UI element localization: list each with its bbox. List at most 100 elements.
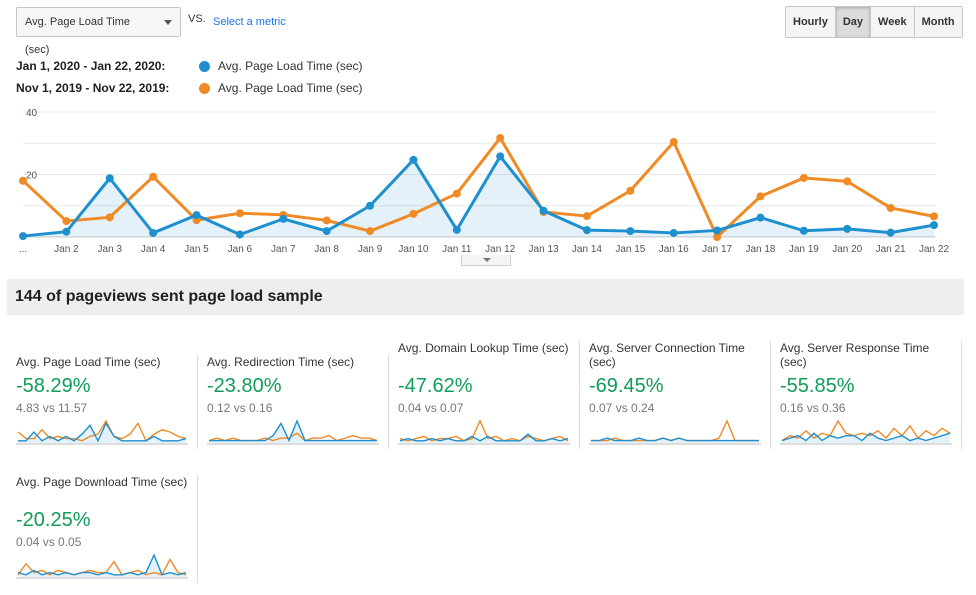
- x-tick-label: Jan 3: [98, 244, 123, 255]
- sparkline-orange: [17, 557, 187, 576]
- tile-sparkline: [589, 419, 761, 445]
- x-tick-label: Jan 22: [919, 244, 949, 255]
- data-point[interactable]: [149, 228, 158, 237]
- data-point[interactable]: [930, 221, 938, 230]
- x-tick-label: Jan 14: [572, 244, 602, 255]
- data-point[interactable]: [322, 227, 331, 236]
- month-button[interactable]: Month: [913, 7, 962, 37]
- hourly-button[interactable]: Hourly: [786, 7, 835, 37]
- data-point[interactable]: [19, 176, 27, 185]
- chevron-down-icon: [164, 20, 172, 25]
- data-point[interactable]: [192, 211, 201, 220]
- vs-label: VS.: [188, 13, 206, 25]
- tile-sparkline: [207, 419, 379, 445]
- data-point[interactable]: [799, 226, 808, 235]
- sparkline-area: [591, 438, 759, 443]
- series-line: [22, 154, 935, 238]
- chart-expander-handle[interactable]: [461, 255, 511, 266]
- data-point[interactable]: [366, 227, 375, 236]
- metric-tile[interactable]: Avg. Server Response Time (sec) -55.85% 0.…: [772, 341, 962, 449]
- data-point[interactable]: [756, 192, 765, 201]
- sparkline-area: [782, 433, 950, 443]
- tile-title: Avg. Redirection Time (sec): [207, 355, 355, 369]
- metric-tile[interactable]: Avg. Server Connection Time (sec) -69.45%…: [581, 341, 771, 449]
- sparkline-orange: [208, 432, 378, 442]
- data-point[interactable]: [496, 133, 505, 142]
- legend-entry-previous: Nov 1, 2019 - Nov 22, 2019: Avg. Page Lo…: [16, 77, 363, 99]
- data-point[interactable]: [713, 226, 722, 235]
- sparkline-orange: [17, 419, 187, 442]
- data-point[interactable]: [235, 230, 244, 239]
- data-point[interactable]: [626, 186, 635, 195]
- x-tick-label: Jan 19: [789, 244, 819, 255]
- tile-percent-change: -20.25%: [16, 509, 91, 531]
- tile-compare-values: 0.16 vs 0.36: [780, 401, 846, 415]
- sparkline-blue: [17, 553, 187, 576]
- main-line-chart: 40 20... Jan 2 Jan 3 Jan 4 Jan 5 Jan 6 Jan 7 Jan…: [19, 108, 950, 255]
- y-tick-label: 20: [26, 171, 38, 182]
- x-tick-label: Jan 9: [358, 244, 383, 255]
- day-button[interactable]: Day: [834, 7, 871, 37]
- primary-metric-dropdown[interactable]: Avg. Page Load Time (sec): [16, 7, 181, 56]
- data-point[interactable]: [62, 217, 71, 226]
- legend-metric-name: Avg. Page Load Time (sec): [218, 81, 363, 95]
- data-point[interactable]: [452, 189, 461, 198]
- tile-compare-values: 4.83 vs 11.57: [16, 401, 88, 415]
- data-point[interactable]: [669, 138, 678, 146]
- data-point[interactable]: [322, 216, 331, 225]
- metric-tile[interactable]: Avg. Domain Lookup Time (sec) -47.62% 0.04…: [390, 341, 580, 449]
- legend-dot-icon: [199, 60, 210, 72]
- data-point[interactable]: [19, 232, 27, 241]
- data-point[interactable]: [843, 224, 852, 233]
- data-point[interactable]: [105, 174, 114, 183]
- data-point[interactable]: [582, 226, 591, 235]
- x-tick-label: Jan 17: [702, 244, 732, 255]
- x-tick-label: Jan 6: [228, 244, 253, 255]
- tile-sparkline: [398, 419, 570, 445]
- sparkline-blue: [781, 432, 951, 442]
- x-tick-label: Jan 21: [876, 244, 906, 255]
- tile-title: Avg. Domain Lookup Time (sec): [398, 341, 569, 355]
- metric-tile[interactable]: Avg. Page Load Time (sec) -58.29% 4.83 vs …: [8, 355, 198, 449]
- x-tick-label: Jan 16: [659, 244, 689, 255]
- data-point[interactable]: [409, 155, 418, 164]
- select-metric-link[interactable]: Select a metric: [213, 16, 286, 28]
- tile-compare-values: 0.04 vs 0.07: [398, 401, 464, 415]
- data-point[interactable]: [626, 227, 635, 236]
- series-area: [23, 156, 934, 237]
- tile-sparkline: [780, 419, 952, 445]
- tile-title: Avg. Page Download Time (sec): [16, 475, 188, 489]
- tile-compare-values: 0.12 vs 0.16: [207, 401, 273, 415]
- data-point[interactable]: [279, 214, 288, 223]
- data-point[interactable]: [799, 173, 808, 182]
- data-point[interactable]: [843, 177, 852, 186]
- metric-tile[interactable]: Avg. Redirection Time (sec) -23.80% 0.12 v…: [199, 355, 389, 449]
- sparkline-orange: [781, 419, 951, 442]
- data-point[interactable]: [886, 203, 895, 212]
- data-point[interactable]: [930, 212, 938, 221]
- data-point[interactable]: [496, 152, 505, 161]
- sparkline-area: [18, 555, 186, 577]
- metric-tile[interactable]: Avg. Page Download Time (sec) -20.25% 0.04…: [8, 475, 198, 583]
- data-point[interactable]: [235, 209, 244, 218]
- data-point[interactable]: [713, 233, 722, 241]
- data-point[interactable]: [756, 213, 765, 222]
- x-tick-label: Jan 18: [745, 244, 775, 255]
- data-point[interactable]: [582, 212, 591, 221]
- data-point[interactable]: [452, 225, 461, 234]
- tile-title: Avg. Server Response Time (sec): [780, 341, 930, 369]
- week-button[interactable]: Week: [870, 7, 914, 37]
- data-point[interactable]: [669, 228, 678, 237]
- data-point[interactable]: [886, 228, 895, 237]
- data-point[interactable]: [149, 172, 158, 181]
- legend-metric-name: Avg. Page Load Time (sec): [218, 59, 363, 73]
- data-point[interactable]: [105, 213, 114, 222]
- x-tick-label: ...: [19, 244, 27, 255]
- data-point[interactable]: [366, 201, 375, 210]
- tile-percent-change: -47.62%: [398, 375, 473, 397]
- x-tick-label: Jan 12: [485, 244, 515, 255]
- data-point[interactable]: [539, 206, 548, 215]
- data-point[interactable]: [62, 227, 71, 236]
- legend-date-range: Jan 1, 2020 - Jan 22, 2020:: [16, 59, 166, 73]
- data-point[interactable]: [409, 209, 418, 218]
